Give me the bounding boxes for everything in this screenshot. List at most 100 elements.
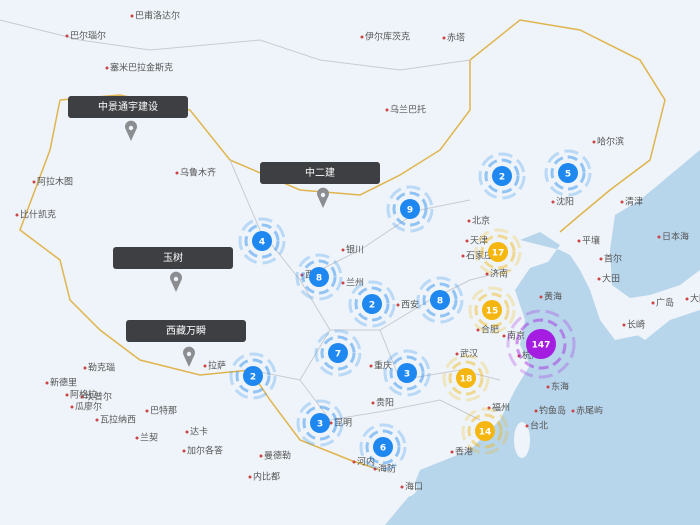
cluster[interactable] <box>558 163 578 183</box>
island <box>514 422 530 458</box>
city-dot <box>130 14 134 18</box>
cluster[interactable] <box>252 231 272 251</box>
cluster-halo <box>467 413 503 449</box>
marker-pin[interactable] <box>182 346 196 367</box>
place-label: 黄海 <box>544 291 562 303</box>
cluster[interactable] <box>526 329 556 359</box>
cluster-halo <box>244 223 280 259</box>
city-dot <box>400 485 404 489</box>
city-dot <box>442 36 446 40</box>
city-dot <box>32 180 36 184</box>
marker-pin-hole <box>186 351 192 357</box>
place-label: 内比都 <box>253 471 280 483</box>
city-dot <box>385 108 389 112</box>
cluster-count: 4 <box>259 238 265 248</box>
cluster-count: 147 <box>532 341 551 351</box>
cluster[interactable] <box>397 363 417 383</box>
marker-label: 西藏万瞬 <box>166 324 206 337</box>
city-dot <box>461 254 465 258</box>
cluster-halo <box>550 155 586 191</box>
cluster[interactable] <box>310 413 330 433</box>
marker-pin-hole <box>128 125 134 131</box>
place-label: 长崎 <box>627 319 645 331</box>
cluster[interactable] <box>362 294 382 314</box>
sea <box>610 150 700 298</box>
city-dot <box>80 395 84 399</box>
marker-label-box <box>126 320 246 342</box>
cluster-halo <box>468 286 516 334</box>
city-dot <box>352 460 356 464</box>
city-dot <box>685 297 689 301</box>
cluster-halo <box>389 355 425 391</box>
place-label: 海口 <box>405 481 423 493</box>
place-label: 巴尔瑙尔 <box>70 30 106 42</box>
cluster-halo <box>442 354 490 402</box>
city-dot <box>341 281 345 285</box>
island <box>630 275 700 340</box>
place-label: 哈尔滨 <box>597 136 624 148</box>
island <box>393 479 417 497</box>
place-label: 兰州 <box>346 277 364 289</box>
marker-label-box <box>260 162 380 184</box>
place-label: 海防 <box>378 463 396 475</box>
cluster[interactable] <box>482 300 502 320</box>
city-dot <box>476 328 480 332</box>
cluster-count: 5 <box>565 170 571 180</box>
cluster-halo <box>320 335 356 371</box>
city-dot <box>95 418 99 422</box>
city-dot <box>396 303 400 307</box>
cluster-halo <box>348 280 396 328</box>
cluster-count: 6 <box>380 444 386 454</box>
place-label: 达卡 <box>190 426 208 438</box>
place-label: 南京 <box>507 330 525 342</box>
place-label: 广岛 <box>656 297 674 309</box>
cluster[interactable] <box>373 437 393 457</box>
place-label: 东海 <box>551 381 569 393</box>
marker-pin[interactable] <box>317 187 329 208</box>
cluster[interactable] <box>456 368 476 388</box>
cluster-halo <box>478 152 526 200</box>
marker-label-box <box>113 247 233 269</box>
cluster[interactable] <box>328 343 348 363</box>
city-dot <box>599 257 603 261</box>
place-label: 加尔各答 <box>187 445 223 457</box>
cluster[interactable] <box>430 290 450 310</box>
marker-pin[interactable] <box>125 120 137 141</box>
city-dot <box>248 475 252 479</box>
city-dot <box>502 334 506 338</box>
city-dot <box>485 272 489 276</box>
place-label: 伊尔库茨克 <box>365 31 410 43</box>
place-label: 沈阳 <box>556 196 574 208</box>
city-dot <box>369 364 373 368</box>
place-label: 首尔 <box>604 253 622 265</box>
place-label: 瓦拉纳西 <box>100 414 136 426</box>
place-label: 钓鱼岛 <box>539 405 566 417</box>
cluster-count: 18 <box>460 375 473 385</box>
place-label: 昆明 <box>334 418 352 429</box>
cluster-count: 3 <box>317 420 323 430</box>
cluster-count: 2 <box>369 301 375 311</box>
cluster[interactable] <box>400 199 420 219</box>
city-dot <box>539 295 543 299</box>
cluster-count: 2 <box>250 373 256 383</box>
marker-pin[interactable] <box>170 271 182 292</box>
cluster[interactable] <box>243 366 263 386</box>
marker-pin-hole <box>173 276 179 282</box>
place-label: 坎普尔 <box>85 391 112 403</box>
place-label: 西安 <box>401 299 419 311</box>
city-dot <box>467 219 471 223</box>
cluster[interactable] <box>492 166 512 186</box>
cluster-count: 17 <box>492 249 505 259</box>
cluster[interactable] <box>475 421 495 441</box>
place-label: 平壤 <box>582 235 600 247</box>
cluster-halo <box>506 309 576 379</box>
place-label: 河内 <box>357 456 375 468</box>
cluster-halo <box>480 234 516 270</box>
cluster[interactable] <box>309 267 329 287</box>
place-label: 拉萨 <box>208 360 226 372</box>
cluster[interactable] <box>488 242 508 262</box>
place-label: 石家庄 <box>466 250 493 262</box>
